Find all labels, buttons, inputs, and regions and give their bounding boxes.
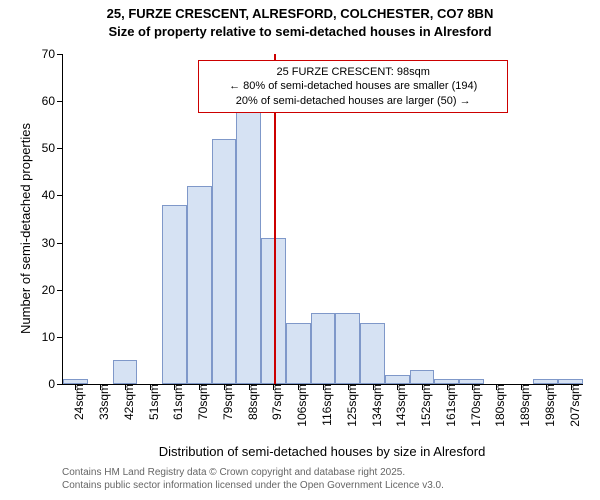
x-tick-label: 79sqm xyxy=(213,384,235,420)
histogram-bar xyxy=(335,313,360,384)
chart-title-line1: 25, FURZE CRESCENT, ALRESFORD, COLCHESTE… xyxy=(0,6,600,21)
histogram-bar xyxy=(236,111,261,384)
credits-line1: Contains HM Land Registry data © Crown c… xyxy=(62,466,444,479)
histogram-bar xyxy=(187,186,212,384)
x-axis-title: Distribution of semi-detached houses by … xyxy=(62,444,582,459)
y-tick-label: 60 xyxy=(42,94,63,108)
y-tick-label: 70 xyxy=(42,47,63,61)
y-tick-label: 10 xyxy=(42,330,63,344)
x-tick-label: 152sqm xyxy=(411,384,433,427)
credits: Contains HM Land Registry data © Crown c… xyxy=(62,466,444,492)
annotation-line: ← 80% of semi-detached houses are smalle… xyxy=(205,79,501,93)
y-axis-title: Number of semi-detached properties xyxy=(18,123,33,334)
histogram-bar xyxy=(113,360,138,384)
histogram-bar xyxy=(410,370,435,384)
x-tick-label: 33sqm xyxy=(89,384,111,420)
plot-area: 01020304050607024sqm33sqm42sqm51sqm61sqm… xyxy=(62,54,583,385)
x-tick-label: 170sqm xyxy=(461,384,483,427)
histogram-bar xyxy=(385,375,410,384)
chart-container: 25, FURZE CRESCENT, ALRESFORD, COLCHESTE… xyxy=(0,0,600,500)
annotation-line: 25 FURZE CRESCENT: 98sqm xyxy=(205,65,501,79)
y-tick-label: 20 xyxy=(42,283,63,297)
histogram-bar xyxy=(311,313,336,384)
x-tick-label: 116sqm xyxy=(312,384,334,426)
y-tick-label: 30 xyxy=(42,236,63,250)
y-tick-label: 40 xyxy=(42,188,63,202)
credits-line2: Contains public sector information licen… xyxy=(62,479,444,492)
x-tick-label: 51sqm xyxy=(139,384,161,420)
x-tick-label: 88sqm xyxy=(238,384,260,420)
annotation-box: 25 FURZE CRESCENT: 98sqm← 80% of semi-de… xyxy=(198,60,508,113)
x-tick-label: 189sqm xyxy=(510,384,532,427)
x-tick-label: 180sqm xyxy=(485,384,507,427)
x-tick-label: 106sqm xyxy=(287,384,309,427)
x-tick-label: 42sqm xyxy=(114,384,136,420)
y-tick-label: 0 xyxy=(48,377,63,391)
x-tick-label: 61sqm xyxy=(163,384,185,420)
histogram-bar xyxy=(212,139,237,384)
annotation-line: 20% of semi-detached houses are larger (… xyxy=(205,94,501,108)
x-tick-label: 198sqm xyxy=(535,384,557,427)
chart-title-line2: Size of property relative to semi-detach… xyxy=(0,24,600,39)
x-tick-label: 125sqm xyxy=(337,384,359,427)
x-tick-label: 97sqm xyxy=(262,384,284,420)
x-tick-label: 143sqm xyxy=(386,384,408,427)
histogram-bar xyxy=(162,205,187,384)
x-tick-label: 161sqm xyxy=(436,384,458,427)
x-tick-label: 24sqm xyxy=(64,384,86,420)
y-tick-label: 50 xyxy=(42,141,63,155)
x-tick-label: 134sqm xyxy=(362,384,384,427)
x-tick-label: 207sqm xyxy=(560,384,582,427)
histogram-bar xyxy=(360,323,385,384)
x-tick-label: 70sqm xyxy=(188,384,210,420)
histogram-bar xyxy=(286,323,311,384)
